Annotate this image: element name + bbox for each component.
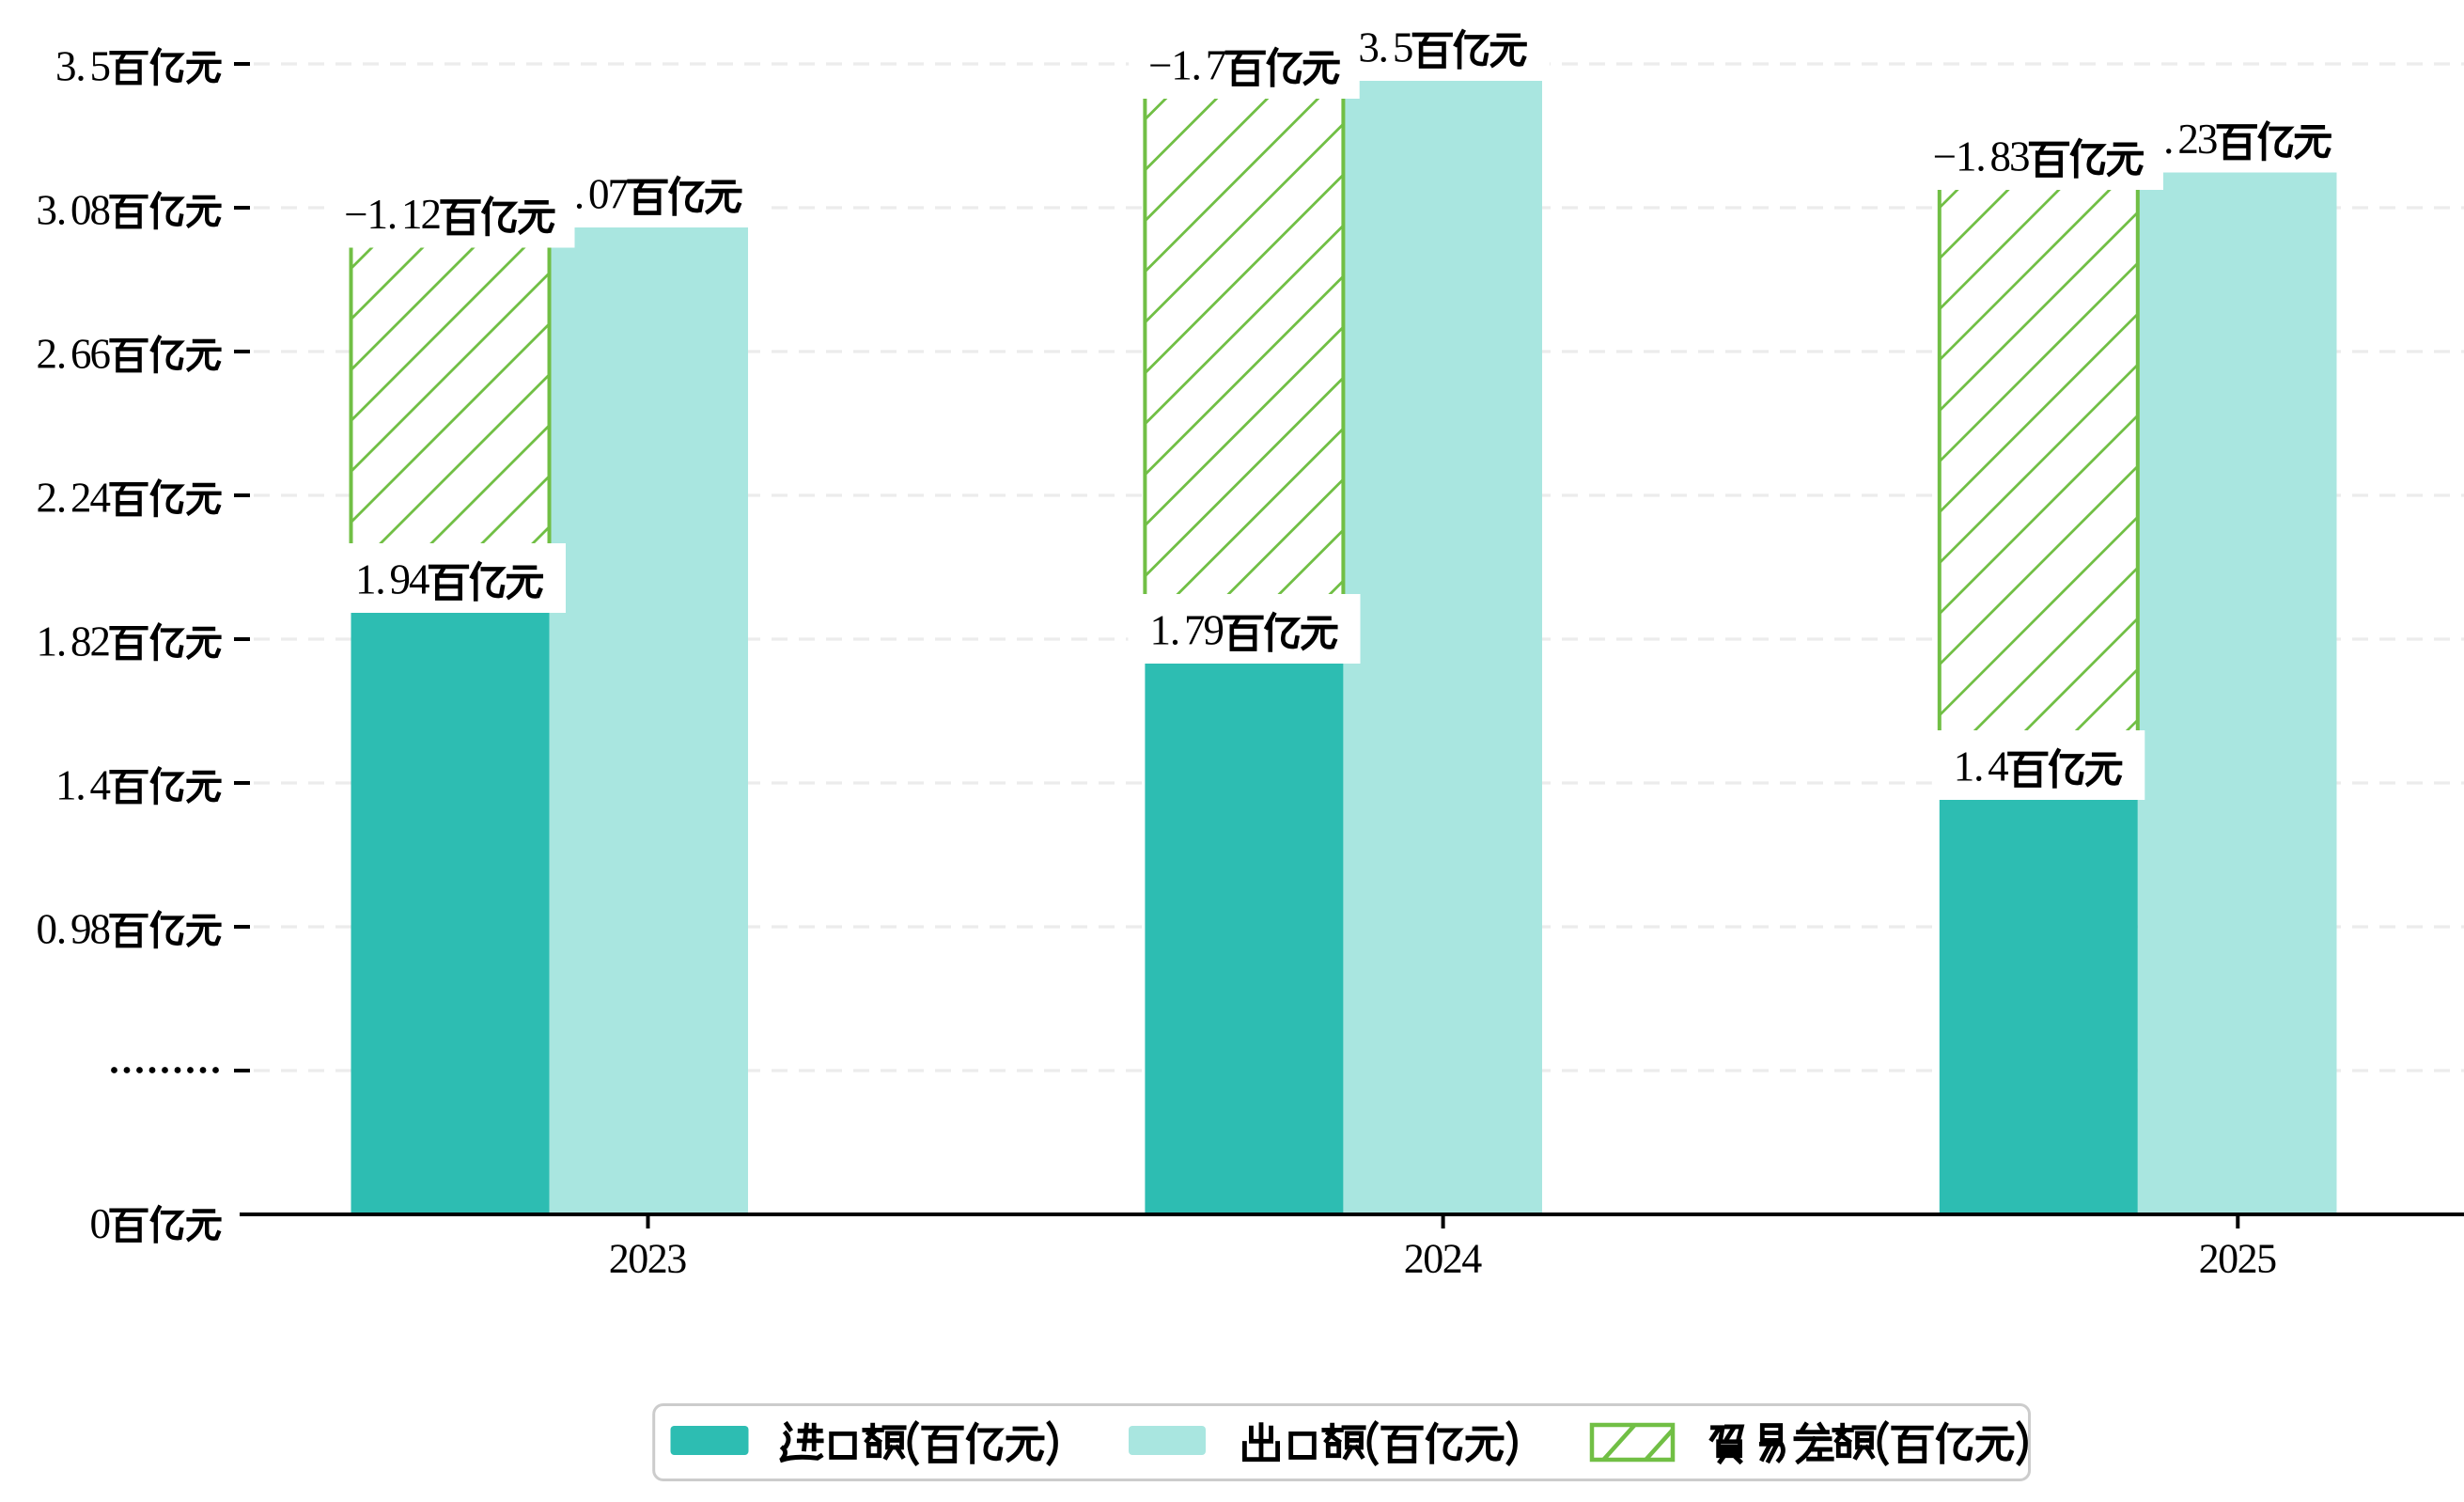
svg-text:.: .	[375, 556, 385, 603]
svg-text:7: 7	[1184, 607, 1206, 654]
svg-text:.: .	[75, 43, 86, 90]
svg-text:.: .	[56, 906, 67, 953]
svg-text:4: 4	[1461, 1236, 1482, 1282]
svg-text:1: 1	[1150, 607, 1172, 654]
svg-text:.: .	[387, 191, 398, 238]
svg-text:3: 3	[37, 187, 58, 234]
svg-text:.: .	[1192, 42, 1202, 89]
svg-text:1: 1	[37, 618, 58, 665]
svg-text:0: 0	[1423, 1236, 1443, 1282]
svg-text:2: 2	[2177, 116, 2199, 163]
svg-text:2: 2	[1404, 1236, 1425, 1282]
svg-text:6: 6	[90, 331, 112, 378]
svg-text:1: 1	[1954, 743, 1975, 790]
svg-text:.: .	[56, 331, 67, 378]
svg-text:1: 1	[1171, 42, 1193, 89]
svg-text:3: 3	[55, 43, 77, 90]
svg-text:−: −	[1933, 133, 1957, 180]
svg-text:0: 0	[628, 1236, 648, 1282]
svg-text:2: 2	[421, 191, 443, 238]
svg-text:.: .	[56, 187, 67, 234]
svg-text:.: .	[75, 762, 86, 809]
svg-text:.: .	[56, 618, 67, 665]
svg-text:2: 2	[70, 475, 92, 522]
svg-text:−: −	[1148, 42, 1172, 89]
svg-text:.: .	[1975, 133, 1986, 180]
svg-text:5: 5	[90, 43, 112, 90]
svg-text:2: 2	[37, 331, 58, 378]
svg-text:1: 1	[355, 556, 377, 603]
svg-text:9: 9	[1204, 607, 1225, 654]
svg-text:8: 8	[90, 906, 112, 953]
svg-text:2: 2	[609, 1236, 630, 1282]
svg-text:.: .	[1379, 24, 1389, 71]
svg-text:5: 5	[2256, 1236, 2277, 1282]
svg-text:9: 9	[390, 556, 412, 603]
svg-text:4: 4	[90, 475, 112, 522]
svg-text:0: 0	[2218, 1236, 2238, 1282]
svg-text:.: .	[574, 171, 585, 218]
svg-text:5: 5	[1393, 24, 1414, 71]
svg-text:7: 7	[608, 171, 630, 218]
svg-text:9: 9	[70, 906, 92, 953]
svg-text:.: .	[56, 475, 67, 522]
svg-text:8: 8	[70, 618, 92, 665]
svg-text:2: 2	[2238, 1236, 2258, 1282]
svg-text:0: 0	[37, 906, 58, 953]
svg-text:3: 3	[2197, 116, 2219, 163]
svg-text:1: 1	[401, 191, 423, 238]
svg-text:8: 8	[90, 187, 112, 234]
svg-text:4: 4	[1988, 743, 2009, 790]
svg-text:4: 4	[409, 556, 430, 603]
svg-text:1: 1	[1956, 133, 1977, 180]
svg-text:.: .	[2163, 116, 2174, 163]
svg-text:6: 6	[70, 331, 92, 378]
svg-text:0: 0	[70, 187, 92, 234]
svg-text:1: 1	[55, 762, 77, 809]
svg-text:2: 2	[2199, 1236, 2220, 1282]
svg-text:8: 8	[1990, 133, 2012, 180]
svg-text:2: 2	[1443, 1236, 1463, 1282]
svg-text:3: 3	[666, 1236, 687, 1282]
svg-text:7: 7	[1206, 42, 1227, 89]
svg-text:2: 2	[647, 1236, 668, 1282]
svg-text:.: .	[1973, 743, 1984, 790]
svg-text:1: 1	[367, 191, 389, 238]
svg-text:2: 2	[37, 475, 58, 522]
svg-text:4: 4	[90, 762, 112, 809]
svg-text:3: 3	[2009, 133, 2031, 180]
svg-text:0: 0	[588, 171, 610, 218]
svg-text:.: .	[1170, 607, 1180, 654]
svg-text:0: 0	[90, 1200, 112, 1247]
svg-text:3: 3	[1358, 24, 1380, 71]
svg-text:2: 2	[90, 618, 112, 665]
svg-text:−: −	[344, 191, 367, 238]
